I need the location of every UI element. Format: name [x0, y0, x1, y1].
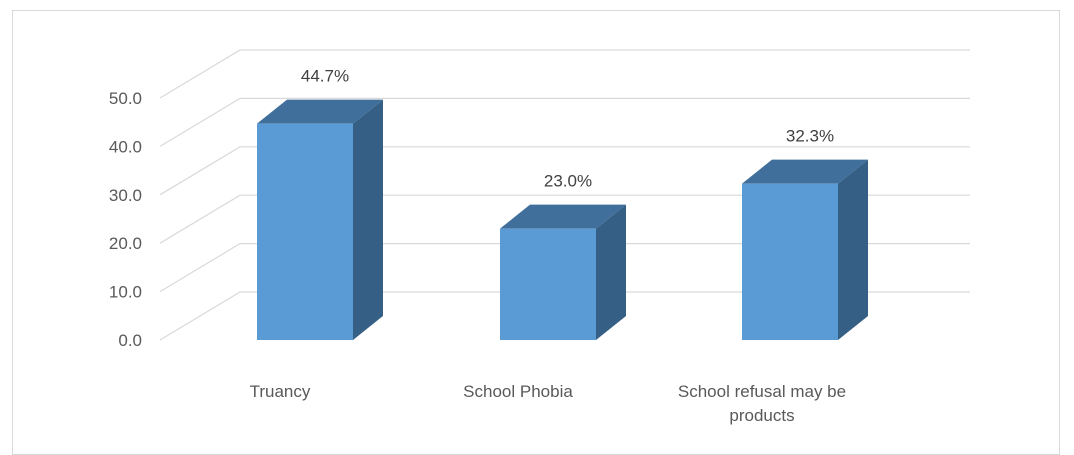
data-label: 32.3%	[786, 127, 834, 146]
bars	[257, 99, 868, 340]
y-tick-label: 0.0	[118, 331, 142, 350]
y-axis-ticks: 0.0 10.0 20.0 30.0 40.0 50.0	[109, 89, 142, 350]
gridline	[159, 243, 970, 293]
data-label: 44.7%	[301, 67, 349, 86]
category-label: School Phobia	[463, 382, 573, 401]
bar-front	[257, 123, 353, 340]
gridline	[159, 146, 970, 196]
bar	[257, 99, 383, 340]
y-tick-label: 20.0	[109, 234, 142, 253]
bar	[500, 204, 626, 340]
gridline	[159, 49, 970, 99]
y-tick-label: 30.0	[109, 186, 142, 205]
data-label: 23.0%	[544, 172, 592, 191]
bar-top	[500, 204, 626, 229]
gridlines	[159, 49, 970, 341]
bar	[742, 159, 868, 340]
y-tick-label: 10.0	[109, 283, 142, 302]
category-label: Truancy	[250, 382, 311, 401]
x-axis-categories: Truancy School Phobia School refusal may b…	[250, 382, 846, 425]
category-label: School refusal may be products	[678, 382, 846, 425]
bar-front	[500, 228, 596, 340]
bar-top	[742, 159, 868, 184]
data-labels: 44.7% 23.0% 32.3%	[301, 67, 834, 191]
y-tick-label: 50.0	[109, 89, 142, 108]
bar-side	[353, 99, 383, 340]
y-tick-label: 40.0	[109, 137, 142, 156]
gridline	[159, 194, 970, 244]
bar-front	[742, 183, 838, 340]
bar-top	[257, 99, 383, 124]
bar-side	[838, 159, 868, 340]
gridline	[159, 291, 970, 341]
bar-side	[596, 204, 626, 340]
gridline	[159, 97, 970, 147]
